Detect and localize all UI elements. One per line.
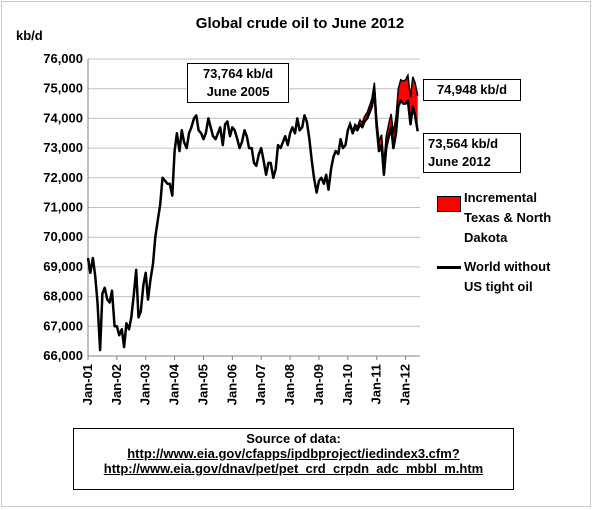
source-title: Source of data: — [246, 431, 341, 446]
x-tick-label: Jan-03 — [138, 364, 153, 405]
annotation-date: June 2012 — [428, 154, 491, 169]
annotation-june-2005: 73,764 kb/d June 2005 — [187, 63, 289, 103]
x-tick-label: Jan-06 — [224, 364, 239, 405]
annotation-value: 74,948 kb/d — [436, 82, 508, 97]
y-tick-label: 70,000 — [43, 229, 83, 244]
y-tick-label: 69,000 — [43, 259, 83, 274]
plot-area — [86, 72, 419, 352]
x-tick-label: Jan-01 — [80, 364, 95, 405]
annotation-value: 73,764 kb/d — [202, 66, 274, 81]
legend-swatch-incremental — [437, 196, 461, 212]
legend-swatch-world — [437, 266, 461, 269]
source-box: Source of data: http://www.eia.gov/cfapp… — [73, 428, 514, 490]
chart-title: Global crude oil to June 2012 — [196, 15, 404, 32]
x-tick-label: Jan-11 — [369, 364, 384, 404]
y-tick-label: 72,000 — [43, 170, 83, 185]
x-tick-label: Jan-07 — [253, 364, 268, 405]
y-tick-label: 66,000 — [43, 348, 83, 363]
legend-label-world: World without US tight oil — [464, 257, 550, 297]
y-tick-label: 73,000 — [43, 140, 83, 155]
y-tick-label: 68,000 — [43, 289, 83, 304]
legend-text: World without — [464, 259, 551, 274]
y-tick-label: 75,000 — [43, 81, 83, 96]
x-tick-label: Jan-05 — [195, 364, 210, 405]
source-link-1[interactable]: http://www.eia.gov/cfapps/ipdbproject/ie… — [127, 446, 460, 461]
x-tick-label: Jan-02 — [109, 364, 124, 405]
x-tick-label: Jan-09 — [311, 364, 326, 405]
y-tick-label: 76,000 — [43, 51, 83, 66]
legend-text: Dakota — [464, 230, 508, 245]
y-axis-ticks: 66,000 67,000 68,000 69,000 70,000 71,000 72,0… — [43, 51, 83, 363]
legend-label-incremental: Incremental Texas & North Dakota — [464, 188, 551, 248]
x-tick-label: Jan-04 — [167, 363, 182, 405]
y-axis-label: kb/d — [16, 28, 43, 43]
legend-text: Incremental — [464, 190, 537, 205]
y-tick-label: 67,000 — [43, 318, 83, 333]
x-tick-label: Jan-08 — [282, 364, 297, 405]
y-tick-label: 74,000 — [43, 110, 83, 125]
source-link-2[interactable]: http://www.eia.gov/dnav/pet/pet_crd_crpd… — [103, 461, 484, 476]
annotation-date: June 2005 — [206, 84, 270, 99]
annotation-peak: 74,948 kb/d — [423, 79, 521, 101]
legend-text: Texas & North — [464, 210, 552, 225]
annotation-june-2012: 73,564 kb/d June 2012 — [423, 133, 521, 173]
x-tick-label: Jan-12 — [398, 364, 413, 405]
x-axis-ticks: Jan-01 Jan-02 Jan-03 Jan-04 Jan-05 Jan-06 Jan-… — [80, 356, 413, 405]
y-tick-label: 71,000 — [43, 200, 83, 215]
x-tick-label: Jan-10 — [340, 364, 355, 405]
world-series-line — [86, 90, 419, 352]
legend-text: US tight oil — [464, 279, 533, 294]
annotation-value: 73,564 kb/d — [428, 136, 499, 151]
